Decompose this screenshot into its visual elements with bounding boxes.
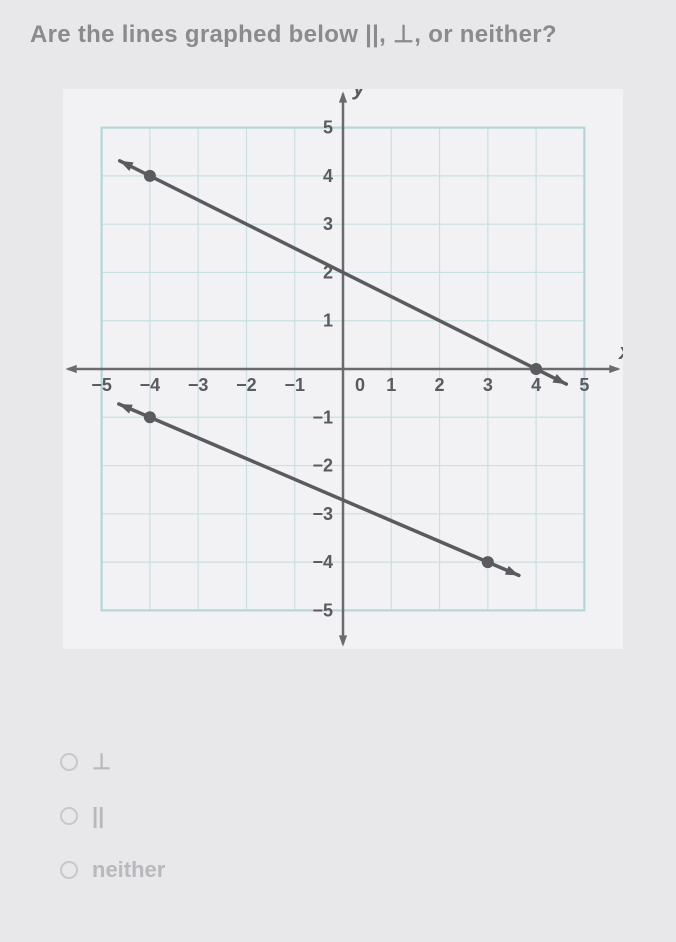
svg-text:−3: −3 [188, 375, 209, 395]
option-perpendicular[interactable]: ⊥ [60, 749, 656, 775]
option-label: || [92, 803, 104, 829]
svg-text:−5: −5 [312, 600, 333, 620]
svg-text:−2: −2 [236, 375, 257, 395]
option-label: ⊥ [92, 749, 111, 775]
svg-text:3: 3 [323, 214, 333, 234]
svg-text:−4: −4 [140, 375, 161, 395]
svg-text:2: 2 [435, 375, 445, 395]
svg-text:−5: −5 [91, 375, 112, 395]
svg-text:−3: −3 [312, 504, 333, 524]
answer-options: ⊥ || neither [60, 749, 656, 883]
option-parallel[interactable]: || [60, 803, 656, 829]
question-text: Are the lines graphed below ||, ⊥, or ne… [30, 20, 656, 49]
svg-text:4: 4 [323, 166, 333, 186]
svg-text:−1: −1 [284, 375, 305, 395]
svg-text:0: 0 [355, 375, 365, 395]
svg-text:−2: −2 [312, 456, 333, 476]
option-neither[interactable]: neither [60, 857, 656, 883]
radio-icon [60, 807, 78, 825]
svg-text:−4: −4 [312, 552, 333, 572]
svg-text:5: 5 [579, 375, 589, 395]
svg-text:1: 1 [386, 375, 396, 395]
svg-text:y: y [352, 89, 367, 100]
svg-text:5: 5 [323, 118, 333, 138]
svg-text:x: x [618, 339, 623, 364]
svg-text:−1: −1 [312, 407, 333, 427]
radio-icon [60, 753, 78, 771]
svg-text:3: 3 [483, 375, 493, 395]
svg-text:1: 1 [323, 311, 333, 331]
radio-icon [60, 861, 78, 879]
coordinate-graph: −5−4−3−2−112345−5−4−3−2−1123450xy [63, 89, 623, 649]
graph-svg: −5−4−3−2−112345−5−4−3−2−1123450xy [63, 89, 623, 649]
svg-text:4: 4 [531, 375, 541, 395]
option-label: neither [92, 857, 165, 883]
